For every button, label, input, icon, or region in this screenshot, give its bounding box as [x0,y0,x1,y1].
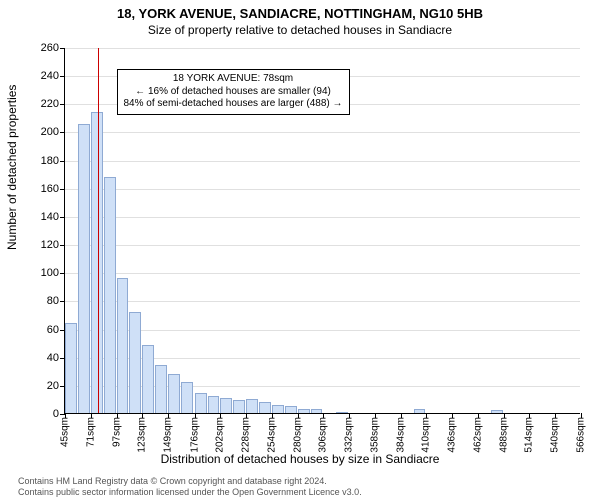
footer-line-2: Contains public sector information licen… [18,487,362,498]
ytick-mark [60,245,65,246]
histogram-bar [414,409,426,413]
ytick-label: 80 [47,295,59,307]
histogram-bar [65,323,77,413]
histogram-bar [208,396,220,413]
ytick-mark [60,189,65,190]
ytick-label: 20 [47,380,59,392]
chart-title: 18, YORK AVENUE, SANDIACRE, NOTTINGHAM, … [0,0,600,21]
ytick-label: 240 [41,70,59,82]
xtick-label: 149sqm [163,417,174,453]
xtick-label: 45sqm [60,417,71,447]
xtick-label: 71sqm [85,417,96,447]
y-axis-label: Number of detached properties [5,85,19,250]
property-marker-line [98,48,99,413]
annotation-line: ← 16% of detached houses are smaller (94… [124,86,343,99]
histogram-bar [285,406,297,413]
plot-area: 02040608010012014016018020022024026045sq… [64,48,580,414]
histogram-bar [311,409,323,413]
ytick-mark [60,161,65,162]
ytick-mark [60,48,65,49]
xtick-label: 228sqm [241,417,252,453]
chart-subtitle: Size of property relative to detached ho… [0,21,600,37]
gridline [65,217,580,218]
histogram-bar [155,365,167,413]
xtick-label: 176sqm [189,417,200,453]
ytick-label: 160 [41,183,59,195]
ytick-mark [60,301,65,302]
xtick-label: 358sqm [369,417,380,453]
xtick-label: 254sqm [266,417,277,453]
gridline [65,189,580,190]
footer-credits: Contains HM Land Registry data © Crown c… [18,476,362,499]
ytick-mark [60,273,65,274]
footer-line-1: Contains HM Land Registry data © Crown c… [18,476,362,487]
gridline [65,161,580,162]
ytick-mark [60,132,65,133]
xtick-label: 123sqm [137,417,148,453]
histogram-bar [298,409,310,413]
histogram-bar [168,374,180,413]
annotation-line: 18 YORK AVENUE: 78sqm [124,73,343,86]
histogram-bar [195,393,207,413]
ytick-label: 260 [41,42,59,54]
plot-area-wrap: 02040608010012014016018020022024026045sq… [64,48,580,414]
xtick-label: 384sqm [395,417,406,453]
ytick-label: 40 [47,352,59,364]
ytick-mark [60,217,65,218]
ytick-label: 220 [41,98,59,110]
annotation-box: 18 YORK AVENUE: 78sqm← 16% of detached h… [117,69,350,115]
gridline [65,48,580,49]
xtick-label: 306sqm [318,417,329,453]
xtick-label: 462sqm [472,417,483,453]
chart-container: 18, YORK AVENUE, SANDIACRE, NOTTINGHAM, … [0,0,600,500]
histogram-bar [104,177,116,413]
histogram-bar [220,398,232,413]
xtick-label: 280sqm [292,417,303,453]
histogram-bar [117,278,129,413]
ytick-label: 120 [41,239,59,251]
xtick-label: 436sqm [447,417,458,453]
ytick-mark [60,104,65,105]
xtick-label: 332sqm [344,417,355,453]
gridline [65,330,580,331]
gridline [65,245,580,246]
histogram-bar [272,405,284,413]
ytick-label: 0 [53,408,59,420]
ytick-label: 180 [41,155,59,167]
xtick-label: 488sqm [498,417,509,453]
xtick-label: 410sqm [421,417,432,453]
ytick-label: 60 [47,324,59,336]
xtick-label: 514sqm [524,417,535,453]
histogram-bar [233,400,245,413]
gridline [65,132,580,133]
xtick-label: 540sqm [550,417,561,453]
histogram-bar [129,312,141,413]
histogram-bar [336,412,348,413]
annotation-line: 84% of semi-detached houses are larger (… [124,98,343,111]
x-axis-label: Distribution of detached houses by size … [0,452,600,466]
xtick-label: 202sqm [215,417,226,453]
ytick-mark [60,76,65,77]
histogram-bar [491,410,503,413]
xtick-label: 566sqm [576,417,587,453]
gridline [65,301,580,302]
xtick-label: 97sqm [111,417,122,447]
histogram-bar [259,402,271,413]
histogram-bar [181,382,193,413]
ytick-label: 200 [41,126,59,138]
histogram-bar [246,399,258,413]
histogram-bar [142,345,154,413]
gridline [65,273,580,274]
ytick-label: 140 [41,211,59,223]
histogram-bar [78,124,90,413]
ytick-label: 100 [41,267,59,279]
